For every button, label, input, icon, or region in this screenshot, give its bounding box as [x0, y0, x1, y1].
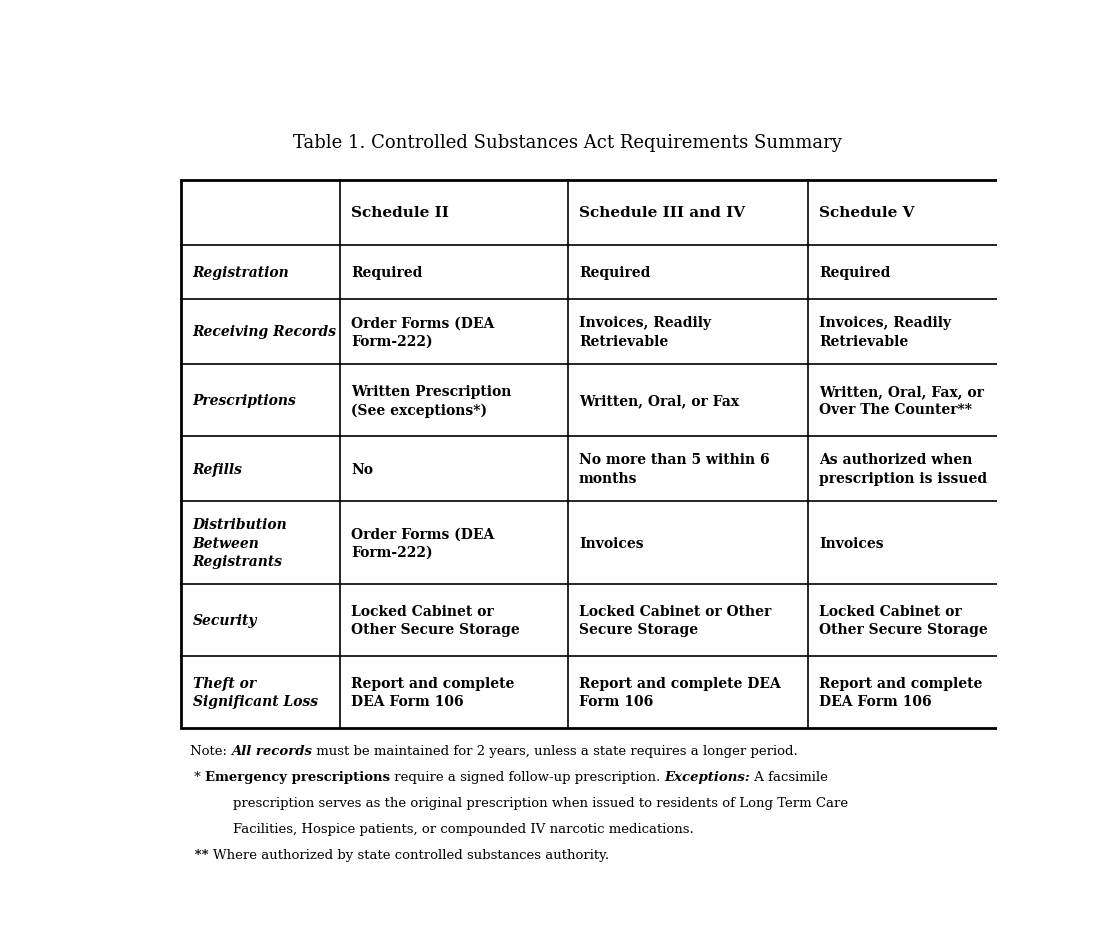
- Text: Receiving Records: Receiving Records: [193, 325, 337, 339]
- Text: Facilities, Hospice patients, or compounded IV narcotic medications.: Facilities, Hospice patients, or compoun…: [233, 822, 694, 835]
- Text: Locked Cabinet or
Other Secure Storage: Locked Cabinet or Other Secure Storage: [351, 605, 521, 636]
- Text: A facsimile: A facsimile: [750, 770, 828, 783]
- Text: No: No: [351, 462, 373, 476]
- Text: Required: Required: [820, 266, 891, 280]
- Text: Schedule V: Schedule V: [820, 206, 915, 220]
- Text: Table 1. Controlled Substances Act Requirements Summary: Table 1. Controlled Substances Act Requi…: [294, 134, 842, 152]
- Text: Order Forms (DEA
Form-222): Order Forms (DEA Form-222): [351, 316, 494, 348]
- Text: Invoices: Invoices: [820, 536, 884, 550]
- Text: Locked Cabinet or Other
Secure Storage: Locked Cabinet or Other Secure Storage: [579, 605, 771, 636]
- Text: Report and complete
DEA Form 106: Report and complete DEA Form 106: [820, 677, 983, 709]
- Text: Schedule III and IV: Schedule III and IV: [579, 206, 746, 220]
- Text: Distribution
Between
Registrants: Distribution Between Registrants: [193, 518, 287, 568]
- Text: Written Prescription
(See exceptions*): Written Prescription (See exceptions*): [351, 384, 512, 417]
- Text: Invoices: Invoices: [579, 536, 644, 550]
- Text: **: **: [191, 848, 213, 861]
- Text: Report and complete DEA
Form 106: Report and complete DEA Form 106: [579, 677, 781, 709]
- Text: Written, Oral, or Fax: Written, Oral, or Fax: [579, 394, 739, 407]
- Bar: [182, 181, 1036, 728]
- Text: Written, Oral, Fax, or
Over The Counter**: Written, Oral, Fax, or Over The Counter*…: [820, 385, 984, 417]
- Text: As authorized when
prescription is issued: As authorized when prescription is issue…: [820, 453, 987, 485]
- Text: Prescriptions: Prescriptions: [193, 394, 296, 407]
- Text: Emergency prescriptions: Emergency prescriptions: [205, 770, 390, 783]
- Text: Refills: Refills: [193, 462, 243, 476]
- Text: Where authorized by state controlled substances authority.: Where authorized by state controlled sub…: [213, 848, 609, 861]
- Text: No more than 5 within 6
months: No more than 5 within 6 months: [579, 453, 770, 485]
- Text: Required: Required: [351, 266, 423, 280]
- Text: Schedule II: Schedule II: [351, 206, 450, 220]
- Text: prescription serves as the original prescription when issued to residents of Lon: prescription serves as the original pres…: [233, 797, 848, 810]
- Text: Invoices, Readily
Retrievable: Invoices, Readily Retrievable: [579, 316, 711, 348]
- Text: *: *: [191, 770, 205, 783]
- Text: Locked Cabinet or
Other Secure Storage: Locked Cabinet or Other Secure Storage: [820, 605, 988, 636]
- Text: Exceptions:: Exceptions:: [665, 770, 750, 783]
- Text: All records: All records: [232, 744, 312, 757]
- Text: Report and complete
DEA Form 106: Report and complete DEA Form 106: [351, 677, 515, 709]
- Text: Theft or
Significant Loss: Theft or Significant Loss: [193, 677, 318, 709]
- Text: require a signed follow-up prescription.: require a signed follow-up prescription.: [390, 770, 665, 783]
- Text: Registration: Registration: [193, 266, 289, 280]
- Text: Note:: Note:: [191, 744, 232, 757]
- Text: must be maintained for 2 years, unless a state requires a longer period.: must be maintained for 2 years, unless a…: [312, 744, 798, 757]
- Text: Order Forms (DEA
Form-222): Order Forms (DEA Form-222): [351, 527, 494, 559]
- Text: Required: Required: [579, 266, 650, 280]
- Text: Invoices, Readily
Retrievable: Invoices, Readily Retrievable: [820, 316, 952, 348]
- Text: Security: Security: [193, 613, 257, 627]
